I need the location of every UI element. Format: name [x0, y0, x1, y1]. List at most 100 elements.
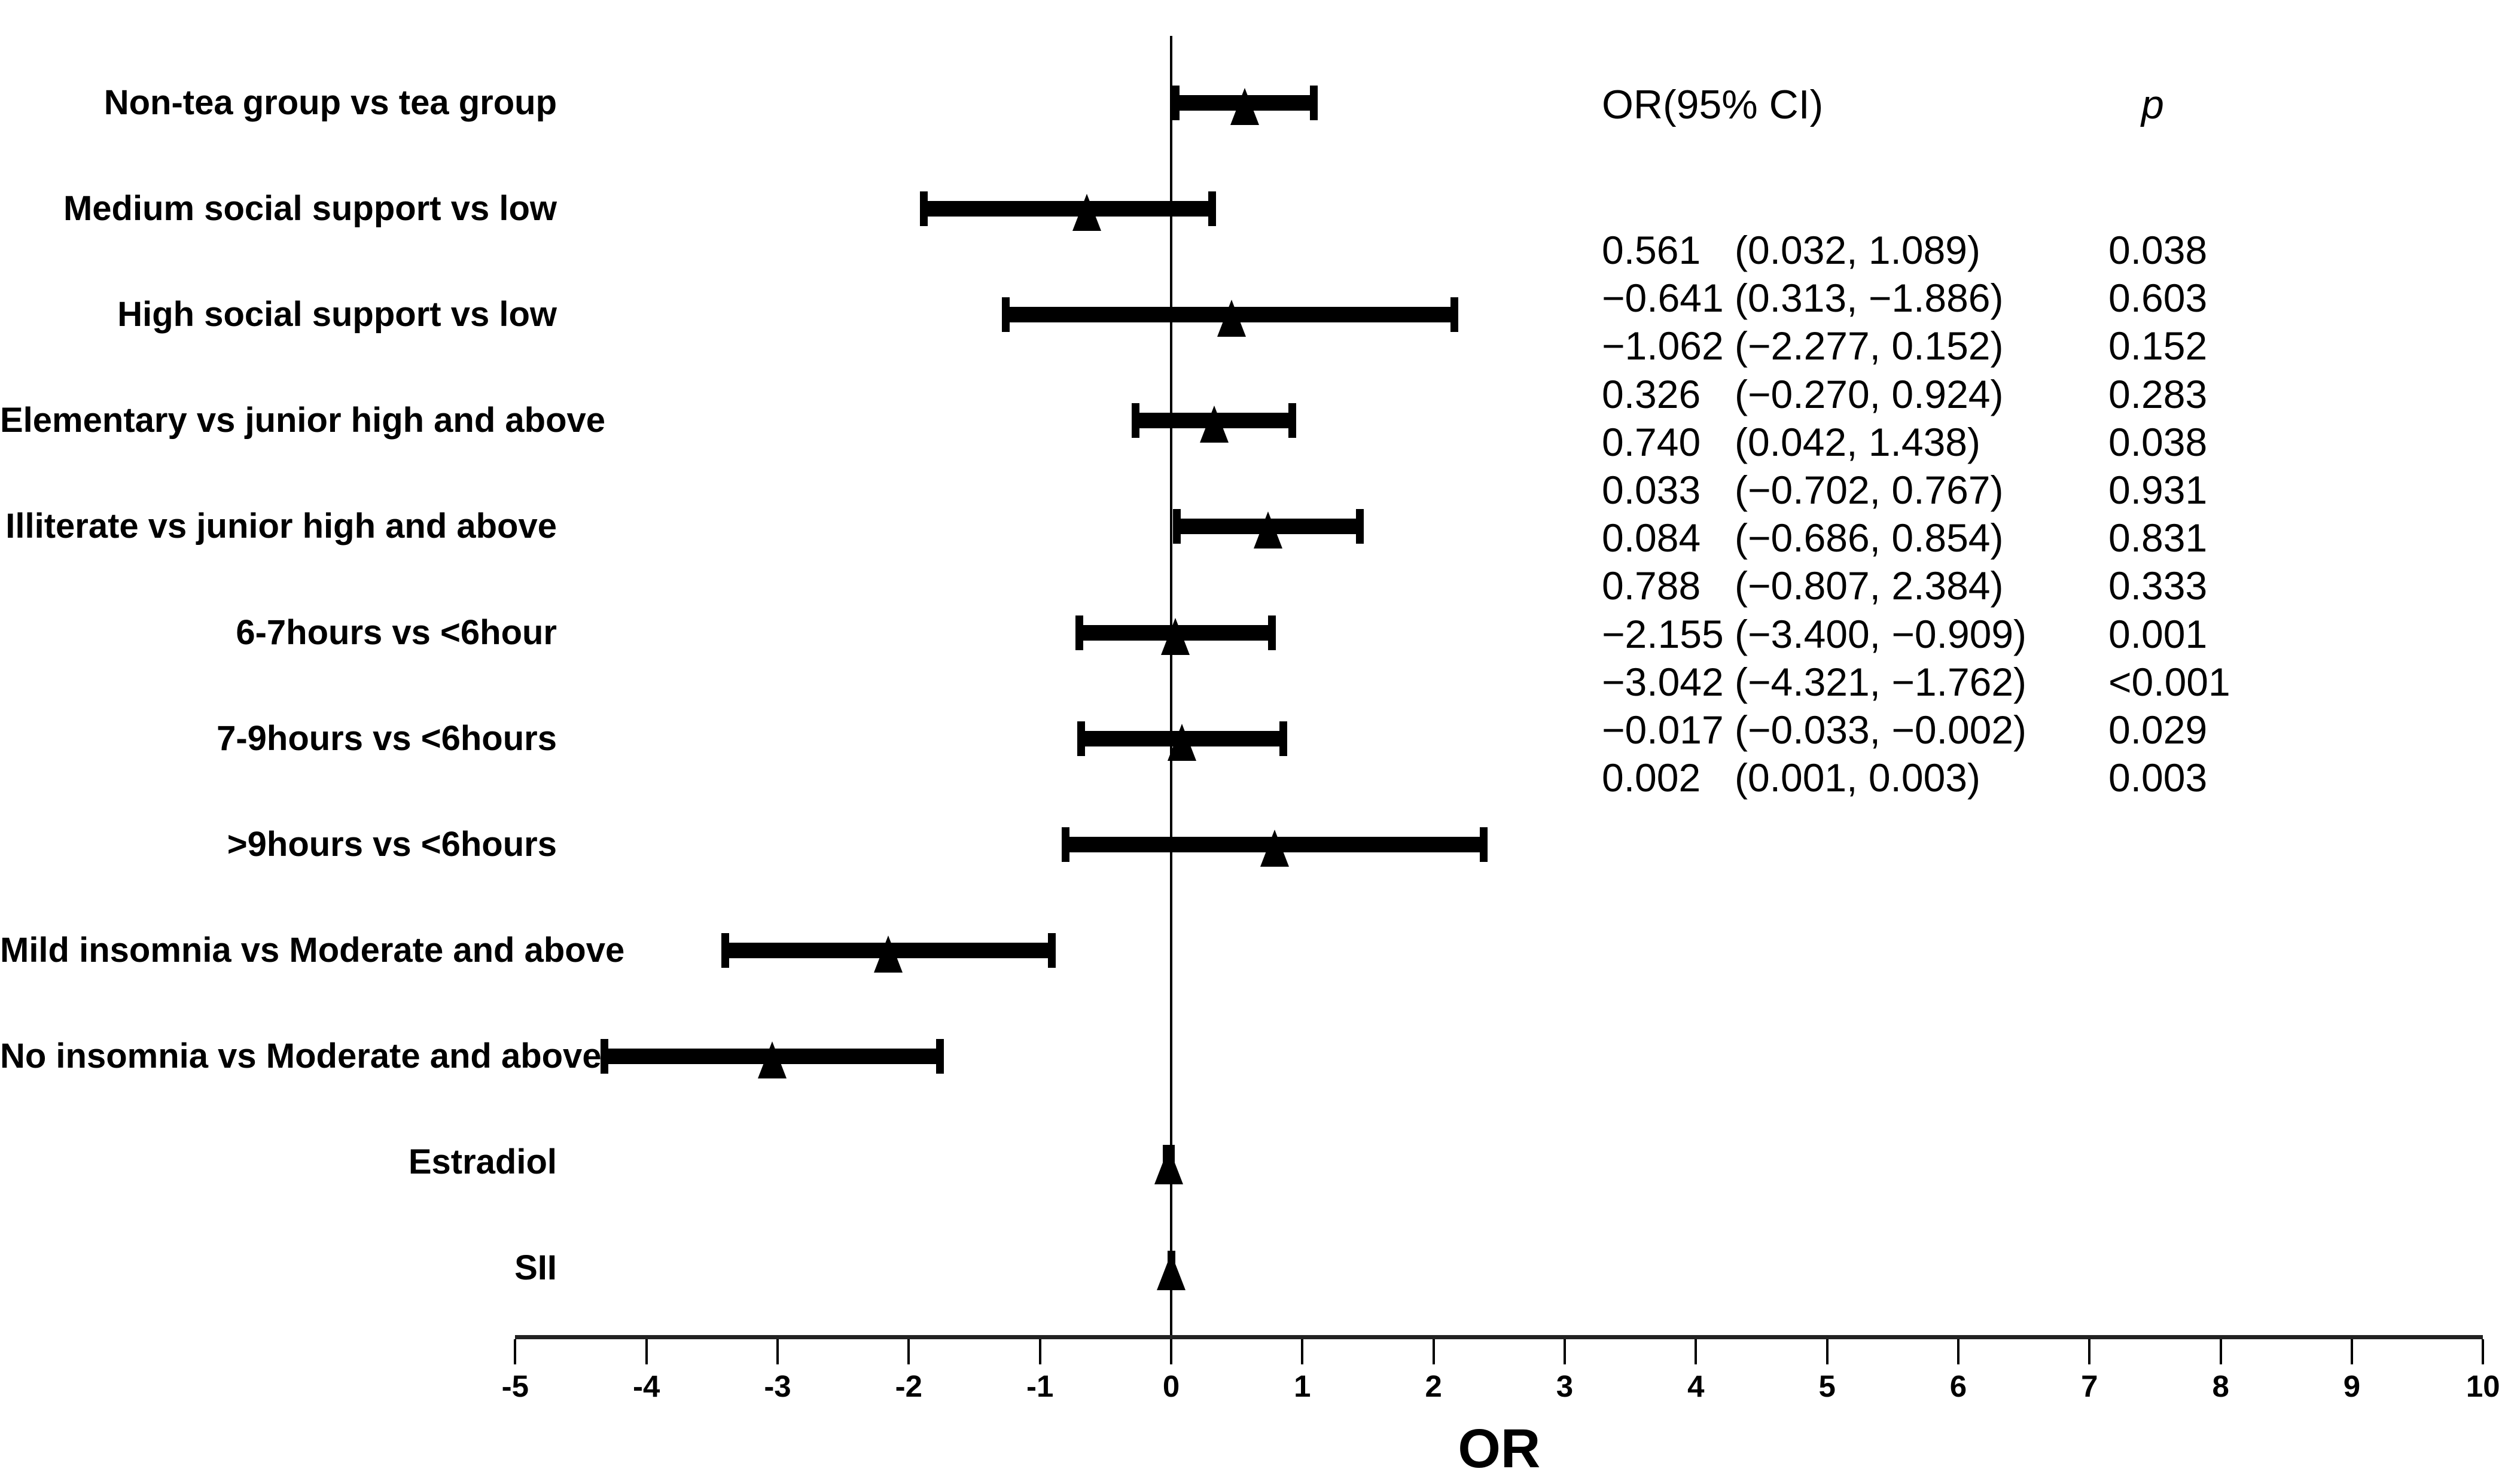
x-tick [1695, 1339, 1698, 1364]
x-tick [514, 1339, 517, 1364]
or-marker-triangle [1154, 1147, 1184, 1184]
x-tick [907, 1339, 910, 1364]
or-marker-triangle [1217, 300, 1246, 337]
row-label: Medium social support vs low [63, 189, 557, 228]
or-value: 0.788 [1602, 563, 1701, 608]
or-marker-triangle [1199, 406, 1229, 443]
ci-value: (−0.270, 0.924) [1735, 371, 2004, 416]
p-value: 0.038 [2108, 228, 2208, 272]
p-value: 0.603 [2108, 276, 2208, 321]
ci-value: (0.001, 0.003) [1735, 755, 1980, 800]
row-label: No insomnia vs Moderate and above [0, 1036, 602, 1075]
or-marker-triangle [1230, 88, 1260, 125]
p-value: 0.831 [2108, 516, 2208, 560]
ci-cap-right [1310, 86, 1318, 120]
row-label: Non-tea group vs tea group [103, 83, 557, 122]
ci-cap-left [919, 191, 928, 227]
ci-cap-left [1002, 297, 1010, 333]
or-marker-triangle [757, 1041, 787, 1078]
x-tick-label: 5 [1818, 1369, 1836, 1403]
p-value: 0.283 [2108, 371, 2208, 416]
or-value: 0.561 [1602, 228, 1701, 272]
ci-cap-right [1208, 191, 1217, 227]
x-tick-label: 10 [2466, 1369, 2500, 1403]
or-value: −0.641 [1602, 276, 1724, 321]
ci-cap-right [1279, 721, 1287, 756]
ci-cap-right [936, 1038, 944, 1074]
ci-cap-left [1061, 827, 1069, 862]
ci-cap-right [1267, 615, 1276, 650]
x-tick-label: 6 [1949, 1369, 1967, 1403]
or-marker-triangle [1254, 511, 1283, 549]
p-value: 0.152 [2108, 324, 2208, 368]
x-tick [1170, 1339, 1172, 1364]
ci-cap-left [1171, 86, 1180, 120]
x-tick [776, 1339, 779, 1364]
x-tick [1432, 1339, 1435, 1364]
row-label: Illiterate vs junior high and above [5, 507, 557, 546]
p-value: 0.931 [2108, 468, 2208, 512]
ci-value: (−0.807, 2.384) [1735, 563, 2004, 608]
x-tick-label: -5 [501, 1369, 529, 1403]
row-label: 7-9hours vs <6hours [217, 718, 557, 758]
ci-value: (0.032, 1.089) [1735, 228, 1980, 272]
x-tick [1957, 1339, 1959, 1364]
x-tick [2482, 1339, 2485, 1364]
ci-bar [924, 201, 1212, 217]
ci-cap-left [1077, 721, 1086, 756]
or-marker-triangle [1168, 723, 1197, 761]
or-value: 0.002 [1602, 755, 1701, 800]
or-marker-triangle [1157, 1253, 1186, 1291]
row-label: Estradiol [408, 1142, 557, 1181]
or-value: −3.042 [1602, 659, 1724, 704]
or-value: −2.155 [1602, 611, 1724, 656]
ci-value: (0.042, 1.438) [1735, 419, 1980, 464]
ci-cap-left [1075, 615, 1083, 650]
x-tick-label: 7 [2081, 1369, 2098, 1403]
p-value: 0.003 [2108, 755, 2208, 800]
x-tick-label: 8 [2212, 1369, 2229, 1403]
ci-cap-right [1450, 297, 1459, 333]
ci-cap-right [1288, 403, 1297, 438]
x-tick-label: -4 [632, 1369, 660, 1403]
ci-value: (−2.277, 0.152) [1735, 324, 2004, 368]
x-tick-label: -1 [1026, 1369, 1054, 1403]
x-tick-label: 3 [1556, 1369, 1574, 1403]
ci-cap-left [600, 1038, 608, 1074]
x-tick [2350, 1339, 2353, 1364]
zero-reference-line [1170, 36, 1172, 1337]
x-tick [1038, 1339, 1041, 1364]
row-label: High social support vs low [117, 295, 557, 334]
p-value: 0.001 [2108, 611, 2208, 656]
ci-value: (−0.702, 0.767) [1735, 468, 2004, 512]
or-marker-triangle [1260, 829, 1289, 867]
ci-value: (−0.686, 0.854) [1735, 516, 2004, 560]
or-value: 0.084 [1602, 516, 1701, 560]
x-tick-label: 4 [1687, 1369, 1705, 1403]
or-value: 0.033 [1602, 468, 1701, 512]
table-header-or-ci: OR(95% CI) [1602, 82, 1824, 127]
x-axis-title: OR [1458, 1418, 1541, 1479]
or-marker-triangle [874, 935, 903, 973]
or-value: −1.062 [1602, 324, 1724, 368]
p-value: 0.333 [2108, 563, 2208, 608]
x-axis-line [515, 1335, 2483, 1339]
or-marker-triangle [1072, 194, 1102, 231]
row-label: 6-7hours vs <6hour [236, 613, 557, 652]
ci-cap-right [1355, 509, 1364, 544]
ci-cap-right [1480, 827, 1488, 862]
x-tick-label: -3 [764, 1369, 791, 1403]
p-value: 0.038 [2108, 419, 2208, 464]
x-tick-label: 1 [1294, 1369, 1311, 1403]
x-tick-label: 0 [1162, 1369, 1180, 1403]
ci-value: (−4.321, −1.762) [1735, 659, 2027, 704]
row-label: Mild insomnia vs Moderate and above [0, 930, 625, 970]
or-value: 0.740 [1602, 419, 1701, 464]
x-tick-label: 2 [1425, 1369, 1442, 1403]
or-value: 0.326 [1602, 371, 1701, 416]
row-label: Elementary vs junior high and above [0, 401, 606, 440]
p-value: <0.001 [2108, 659, 2230, 704]
x-tick [645, 1339, 648, 1364]
x-tick [1826, 1339, 1829, 1364]
row-label: >9hours vs <6hours [227, 824, 557, 864]
